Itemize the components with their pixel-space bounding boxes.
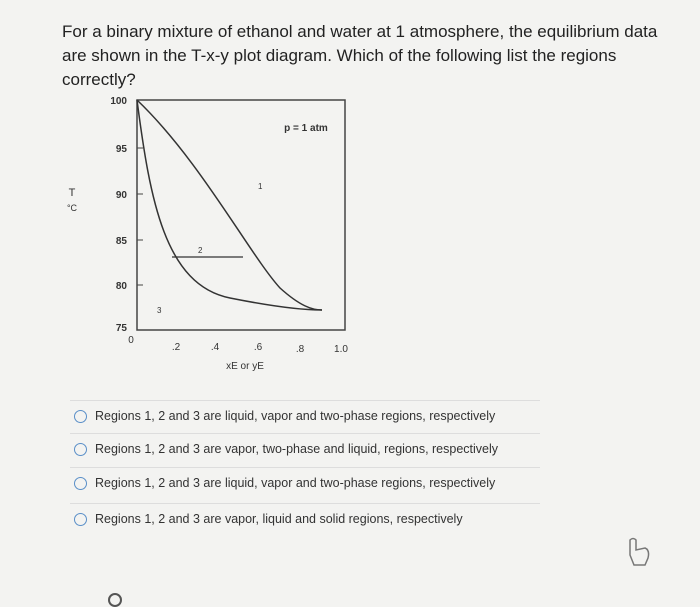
y-axis-label: T bbox=[69, 187, 76, 199]
question: For a binary mixture of ethanol and wate… bbox=[62, 22, 658, 89]
y-tick-label: 100 bbox=[110, 96, 127, 107]
x-axis-label: xE or yE bbox=[226, 361, 264, 372]
x-tick-label: .2 bbox=[172, 342, 181, 353]
x-tick-label: .8 bbox=[296, 344, 305, 355]
option[interactable]: Regions 1, 2 and 3 are vapor, two-phase … bbox=[70, 433, 540, 464]
hand-icon bbox=[629, 537, 650, 566]
region-label: 2 bbox=[198, 246, 203, 255]
pressure-label: p = 1 atm bbox=[284, 123, 328, 134]
option[interactable]: Regions 1, 2 and 3 are liquid, vapor and… bbox=[70, 400, 540, 431]
radio[interactable] bbox=[74, 512, 87, 526]
x-tick-label: 1.0 bbox=[334, 344, 348, 355]
radio[interactable] bbox=[74, 409, 87, 423]
x-tick-label: .4 bbox=[211, 342, 220, 353]
option[interactable]: Regions 1, 2 and 3 are vapor, liquid and… bbox=[70, 503, 540, 534]
y-tick-label: 90 bbox=[116, 190, 128, 201]
option-text: Regions 1, 2 and 3 are liquid, vapor and… bbox=[95, 409, 496, 423]
radio[interactable] bbox=[74, 442, 87, 456]
y-tick-label: 95 bbox=[116, 144, 128, 155]
option-text: Regions 1, 2 and 3 are liquid, vapor and… bbox=[95, 476, 496, 490]
y-tick-label: 75 bbox=[116, 323, 128, 334]
bottom-icon bbox=[108, 593, 122, 607]
radio[interactable] bbox=[74, 476, 87, 490]
option[interactable]: Regions 1, 2 and 3 are liquid, vapor and… bbox=[70, 467, 540, 498]
y-tick-label: 85 bbox=[116, 236, 128, 247]
y-axis-unit: °C bbox=[67, 203, 78, 213]
option-text: Regions 1, 2 and 3 are vapor, two-phase … bbox=[95, 442, 499, 456]
x-tick-label: 0 bbox=[128, 335, 134, 346]
region-label: 1 bbox=[258, 182, 263, 191]
x-tick-label: .6 bbox=[254, 342, 263, 353]
y-tick-label: 80 bbox=[116, 281, 128, 292]
region-label: 3 bbox=[157, 306, 162, 315]
bubble-curve bbox=[136, 99, 323, 311]
option-text: Regions 1, 2 and 3 are vapor, liquid and… bbox=[95, 512, 463, 526]
dew-curve bbox=[136, 99, 323, 311]
plot-frame bbox=[136, 99, 346, 331]
